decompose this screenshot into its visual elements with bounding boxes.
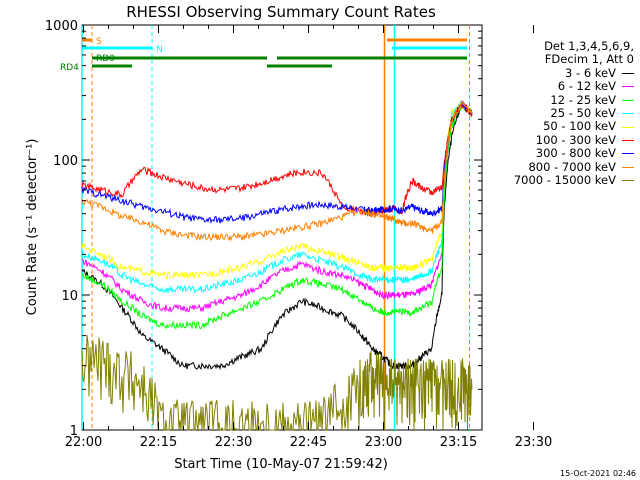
legend-entry: 25 - 50 keV bbox=[464, 106, 634, 121]
flag-label-n: N bbox=[156, 45, 163, 55]
y-tick-label: 1 bbox=[70, 424, 78, 439]
series-group bbox=[81, 100, 473, 432]
legend-swatch bbox=[622, 140, 634, 142]
legend-swatch bbox=[622, 86, 634, 88]
series-line bbox=[81, 100, 473, 218]
legend-label: 50 - 100 keV bbox=[543, 119, 616, 134]
legend-header-2: FDecim 1, Att 0 bbox=[544, 52, 634, 67]
x-tick-label: 22:15 bbox=[140, 435, 177, 450]
series-line bbox=[81, 102, 473, 330]
legend-swatch bbox=[622, 180, 634, 182]
legend-header-1: Det 1,3,4,5,6,9, bbox=[544, 39, 634, 53]
legend-swatch bbox=[622, 73, 634, 75]
flag-label-rd4: RD4 bbox=[60, 63, 79, 73]
x-tick-label: 22:00 bbox=[65, 435, 102, 450]
series-line bbox=[81, 103, 473, 281]
timestamp: 15-Oct-2021 02:46 bbox=[560, 469, 636, 478]
series-line bbox=[81, 101, 473, 224]
legend-label: 800 - 7000 keV bbox=[528, 159, 616, 174]
ticks: 1 10 100 1000 22:00 22:15 22:30 22:45 23:00 23:15… bbox=[45, 19, 552, 450]
legend-entry: 100 - 300 keV bbox=[464, 132, 634, 147]
x-tick-label: 23:30 bbox=[515, 435, 552, 450]
legend-entry: 800 - 7000 keV bbox=[464, 159, 634, 174]
legend-entry: 3 - 6 keV bbox=[464, 65, 634, 80]
legend-entry: 300 - 800 keV bbox=[464, 146, 634, 161]
legend-swatch bbox=[622, 153, 634, 155]
legend-label: 12 - 25 keV bbox=[550, 92, 616, 107]
legend-label: 3 - 6 keV bbox=[565, 65, 616, 80]
legend-label: 300 - 800 keV bbox=[535, 146, 616, 161]
legend-entry: 6 - 12 keV bbox=[464, 79, 634, 94]
legend-label: 25 - 50 keV bbox=[550, 106, 616, 121]
x-tick-label: 22:30 bbox=[215, 435, 252, 450]
y-axis-label: Count Rate (s⁻¹ detector⁻¹) bbox=[25, 139, 40, 316]
flag-label-rd0: RD0 bbox=[96, 54, 115, 64]
series-line bbox=[81, 103, 473, 371]
legend: Det 1,3,4,5,6,9, FDecim 1, Att 0 3 - 6 k… bbox=[464, 39, 634, 188]
chart-title: RHESSI Observing Summary Count Rates bbox=[126, 3, 436, 21]
legend-label: 7000 - 15000 keV bbox=[513, 173, 616, 188]
x-tick-label: 23:15 bbox=[440, 435, 477, 450]
legend-swatch bbox=[622, 126, 634, 128]
legend-swatch bbox=[622, 99, 634, 101]
legend-entry: 7000 - 15000 keV bbox=[464, 173, 634, 188]
legend-swatch bbox=[622, 166, 634, 168]
series-line bbox=[81, 100, 473, 294]
legend-entry: 12 - 25 keV bbox=[464, 92, 634, 107]
y-tick-label: 1000 bbox=[45, 19, 78, 34]
x-tick-label: 23:00 bbox=[365, 435, 402, 450]
series-line bbox=[81, 100, 473, 242]
x-tick-label: 22:45 bbox=[290, 435, 327, 450]
x-axis-label: Start Time (10-May-07 21:59:42) bbox=[174, 457, 388, 472]
legend-entry: 50 - 100 keV bbox=[464, 120, 634, 133]
series-line bbox=[82, 100, 473, 313]
y-tick-label: 100 bbox=[53, 154, 78, 169]
legend-label: 6 - 12 keV bbox=[557, 79, 616, 94]
legend-swatch bbox=[622, 113, 634, 115]
y-tick-label: 10 bbox=[61, 289, 78, 304]
legend-label: 100 - 300 keV bbox=[535, 132, 616, 147]
series-line bbox=[81, 334, 473, 432]
flag-label-s: S bbox=[96, 37, 102, 47]
